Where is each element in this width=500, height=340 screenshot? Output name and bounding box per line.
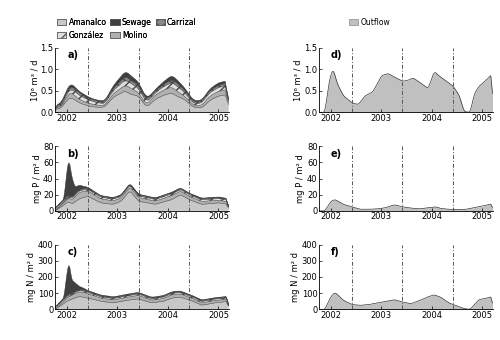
Y-axis label: mg P / m² d: mg P / m² d [296,154,306,203]
Text: e): e) [331,149,342,159]
Y-axis label: 10⁶ m³ / d: 10⁶ m³ / d [294,59,303,101]
Y-axis label: 10⁶ m³ / d: 10⁶ m³ / d [30,59,39,101]
Y-axis label: mg N / m² d: mg N / m² d [291,252,300,302]
Text: d): d) [331,50,342,60]
Text: f): f) [331,247,340,257]
Text: c): c) [67,247,78,257]
Legend: Outflow: Outflow [349,18,390,27]
Legend: Amanalco, González, Sewage, Molino, Carrizal: Amanalco, González, Sewage, Molino, Carr… [57,18,196,39]
Y-axis label: mg P / m² d: mg P / m² d [32,154,42,203]
Y-axis label: mg N / m² d: mg N / m² d [28,252,36,302]
Text: a): a) [67,50,78,60]
Text: b): b) [67,149,79,159]
